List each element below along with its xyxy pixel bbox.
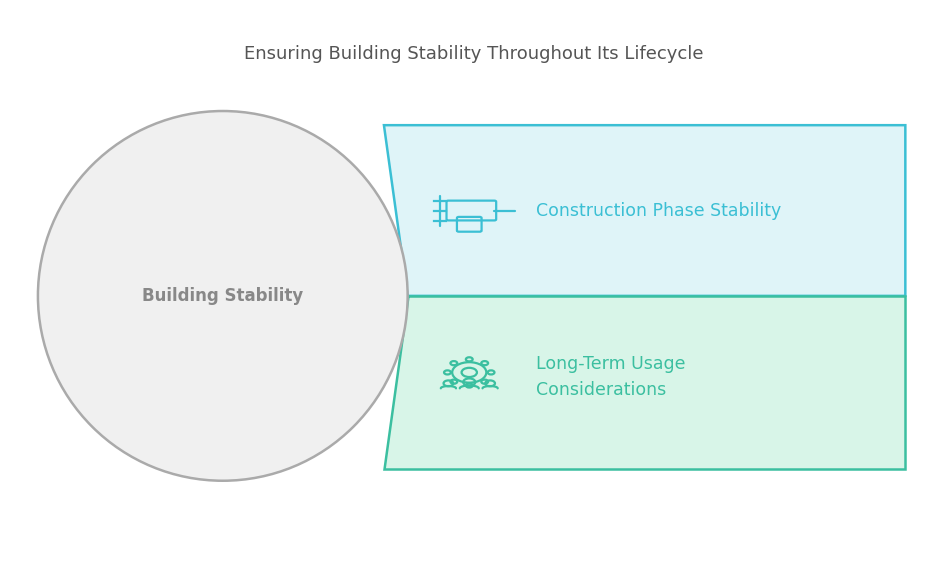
Text: Long-Term Usage
Considerations: Long-Term Usage Considerations (536, 354, 685, 399)
Ellipse shape (38, 111, 408, 481)
Text: Building Stability: Building Stability (142, 287, 303, 305)
Polygon shape (384, 125, 905, 296)
Polygon shape (384, 296, 905, 469)
Text: Construction Phase Stability: Construction Phase Stability (536, 201, 781, 220)
Text: Ensuring Building Stability Throughout Its Lifecycle: Ensuring Building Stability Throughout I… (245, 45, 703, 63)
